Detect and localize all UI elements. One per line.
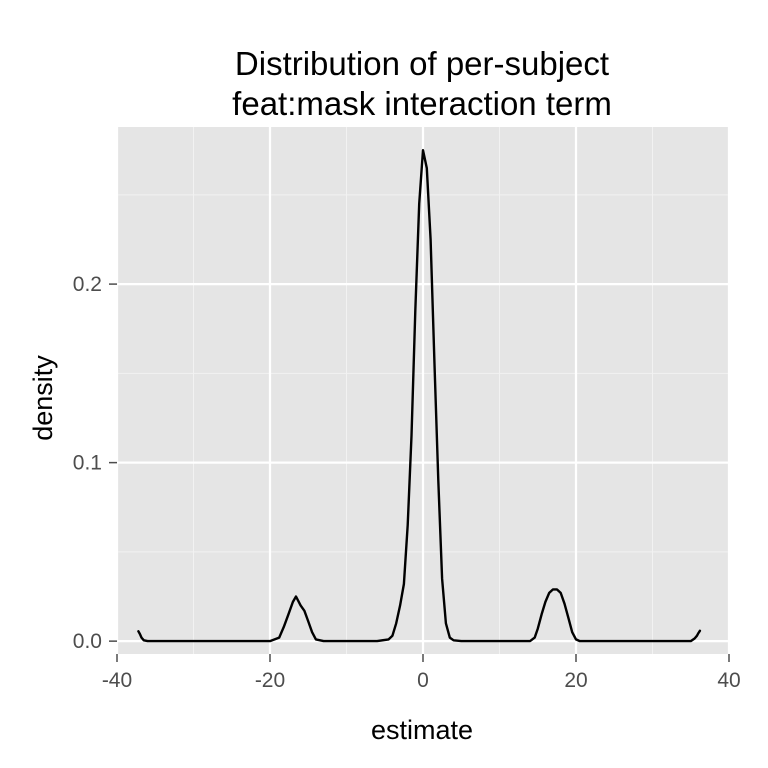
- chart-title-line-1: Distribution of per-subject: [235, 45, 609, 82]
- y-tick-label: 0.0: [73, 630, 102, 653]
- x-tick-label: 0: [417, 669, 429, 692]
- y-tick-label: 0.1: [73, 452, 102, 475]
- x-tick-label: -20: [255, 669, 285, 692]
- x-axis: -40 -20 0 20 40: [102, 654, 741, 692]
- density-curve: [137, 149, 702, 643]
- major-gridlines: [115, 127, 731, 654]
- chart-title-line-2: feat:mask interaction term: [232, 85, 612, 122]
- x-tick-label: 20: [564, 669, 587, 692]
- y-axis: 0.0 0.1 0.2: [73, 273, 117, 653]
- x-tick-label: -40: [102, 669, 132, 692]
- y-tick-label: 0.2: [73, 273, 102, 296]
- y-axis-title: density: [28, 355, 58, 441]
- x-axis-title: estimate: [371, 715, 473, 745]
- x-tick-label: 40: [717, 669, 740, 692]
